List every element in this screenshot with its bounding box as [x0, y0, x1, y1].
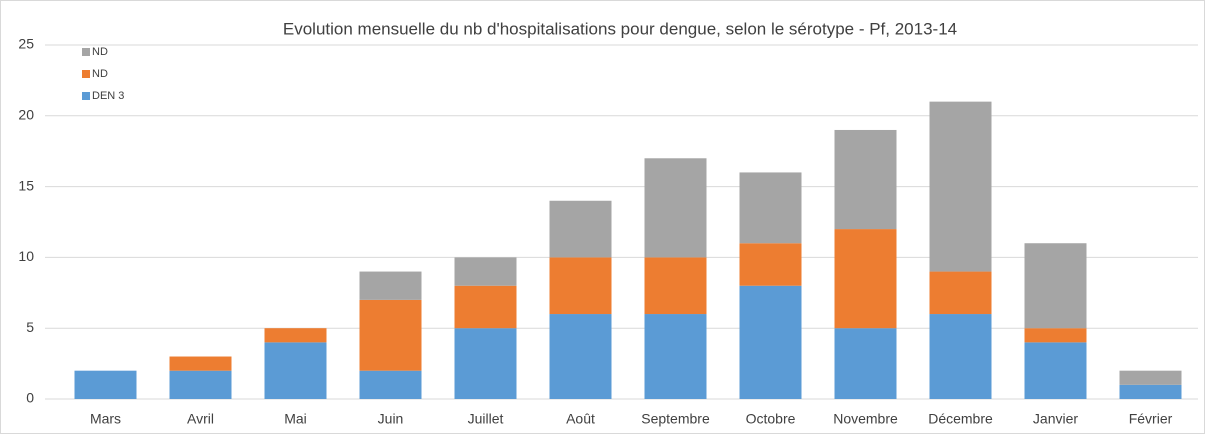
bar-segment: [454, 285, 517, 329]
bar-segment: [929, 314, 992, 399]
y-tick-label: 15: [18, 177, 34, 193]
x-tick-label: Mai: [284, 411, 307, 427]
bar-segment: [454, 257, 517, 286]
bar-segment: [549, 200, 612, 258]
bar-segment: [739, 285, 802, 399]
legend-swatch: [82, 92, 90, 100]
bar-segment: [1024, 243, 1087, 329]
bar-segment: [739, 243, 802, 286]
legend-label: DEN 3: [92, 90, 124, 102]
bar-segment: [834, 229, 897, 329]
legend-label: ND: [92, 68, 108, 80]
bar-segment: [929, 101, 992, 272]
legend-swatch: [82, 70, 90, 78]
bar-segment: [359, 271, 422, 300]
chart-title: Evolution mensuelle du nb d'hospitalisat…: [283, 19, 957, 38]
x-tick-label: Septembre: [641, 411, 710, 427]
bar-segment: [169, 370, 232, 399]
x-tick-label: Décembre: [928, 411, 993, 427]
x-tick-label: Octobre: [746, 411, 796, 427]
legend-swatch: [82, 48, 90, 56]
y-tick-label: 5: [26, 319, 34, 335]
y-tick-label: 10: [18, 248, 34, 264]
x-tick-label: Juillet: [468, 411, 504, 427]
x-tick-label: Mars: [90, 411, 121, 427]
y-tick-label: 25: [18, 36, 34, 52]
bar-segment: [1119, 384, 1182, 399]
legend-label: ND: [92, 46, 108, 58]
bar-segment: [454, 328, 517, 399]
bar-segment: [1024, 342, 1087, 399]
bar-segment: [644, 158, 707, 258]
bar-segment: [549, 314, 612, 399]
x-tick-label: Novembre: [833, 411, 898, 427]
bar-segment: [929, 271, 992, 315]
bar-segment: [359, 299, 422, 371]
bar-segment: [834, 129, 897, 230]
x-tick-label: Août: [566, 411, 595, 427]
y-tick-label: 0: [26, 390, 34, 406]
bar-segment: [264, 328, 327, 343]
bar-segment: [359, 370, 422, 399]
bar-segment: [549, 257, 612, 315]
bar-segment: [644, 257, 707, 315]
x-tick-label: Juin: [378, 411, 404, 427]
bar-segment: [1024, 328, 1087, 343]
x-tick-label: Janvier: [1033, 411, 1078, 427]
bar-segment: [644, 314, 707, 399]
x-tick-label: Février: [1129, 411, 1173, 427]
x-tick-label: Avril: [187, 411, 214, 427]
bar-segment: [739, 172, 802, 244]
bar-segment: [834, 328, 897, 399]
bar-segment: [169, 356, 232, 371]
bar-segment: [1119, 370, 1182, 385]
y-tick-label: 20: [18, 107, 34, 123]
bar-segment: [74, 370, 137, 399]
bar-segment: [264, 342, 327, 399]
